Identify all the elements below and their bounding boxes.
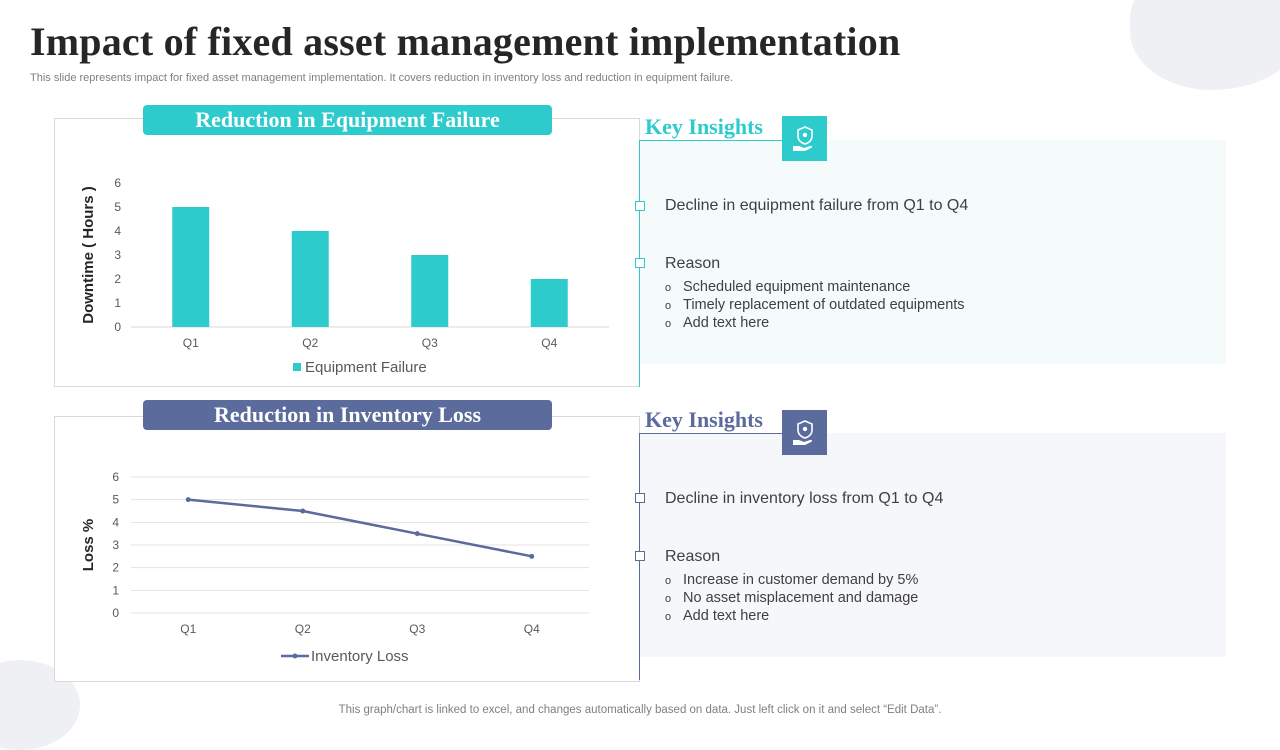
y-tick-label: 0 [114,320,121,334]
inventory-loss-chart-box[interactable]: 0 1 2 3 4 5 6 Q1 Q2 Q3 Q4 Loss % Inventory Loss [54,416,640,682]
list-item: o Increase in customer demand by 5% [665,572,919,588]
reason-list: o Scheduled equipment maintenance o Timely… [665,278,965,332]
divider [640,433,782,434]
page-title: Impact of fixed asset management impleme… [30,19,901,64]
data-point [185,497,191,503]
equipment-failure-chart-box[interactable]: 0 1 2 3 4 5 6 Q1 Q2 Q3 Q4 Downtime ( Hours ) Equipme… [54,118,640,387]
y-tick-label: 4 [114,224,121,238]
y-tick-label: 3 [114,248,121,262]
y-tick-label: 5 [112,493,119,507]
legend-marker [292,653,298,659]
list-item: o No asset misplacement and damage [665,590,919,606]
inventory-loss-line-chart[interactable]: 0 1 2 3 4 5 6 Q1 Q2 Q3 Q4 Loss % Inventory Loss [55,417,639,681]
timeline-marker [635,258,645,268]
legend-label: Inventory Loss [311,648,409,665]
y-tick-label: 5 [114,200,121,214]
y-axis-label: Loss % [80,519,97,572]
hand-holding-shield-icon [782,116,827,161]
legend-swatch [293,363,301,371]
x-tick-label: Q2 [302,336,318,350]
y-tick-label: 0 [112,606,119,620]
x-tick-label: Q3 [409,622,425,636]
data-point [529,553,535,559]
bar [172,207,210,327]
x-tick-label: Q4 [524,622,540,636]
page-subtitle: This slide represents impact for fixed a… [30,72,734,84]
y-tick-label: 1 [112,583,119,597]
x-tick-label: Q3 [422,336,438,350]
equipment-failure-bar-chart[interactable]: 0 1 2 3 4 5 6 Q1 Q2 Q3 Q4 Downtime ( Hours ) Equipme… [55,119,639,386]
timeline-marker [635,551,645,561]
key-insights-panel [640,433,1226,657]
bar [411,255,449,327]
y-axis-label: Downtime ( Hours ) [80,186,97,324]
y-tick-label: 2 [114,272,121,286]
data-point [414,531,420,537]
reason-label: Reason [665,255,721,272]
list-item: o Add text here [665,608,770,624]
inventory-loss-header: Reduction in Inventory Loss [143,400,552,430]
bar [291,231,329,327]
y-tick-label: 1 [114,296,121,310]
key-insights-label: Key Insights [645,407,763,432]
reason-list: o Increase in customer demand by 5% o No a… [665,571,918,625]
divider [640,140,782,141]
series-line [188,498,532,558]
list-item: o Scheduled equipment maintenance [665,279,911,295]
key-insights-label: Key Insights [645,114,763,139]
y-tick-label: 6 [114,176,121,190]
reason-label: Reason [665,548,721,565]
x-tick-label: Q2 [295,622,311,636]
timeline-marker [635,493,645,503]
legend-label: Equipment Failure [305,359,427,376]
timeline-marker [635,201,645,211]
insight-point: Decline in inventory loss from Q1 to Q4 [665,490,944,507]
bar [530,279,568,327]
insight-point: Decline in equipment failure from Q1 to … [665,197,969,214]
x-tick-label: Q4 [541,336,557,350]
y-tick-label: 4 [112,515,119,529]
list-item: o Timely replacement of outdated equipmen… [665,297,965,313]
x-tick-label: Q1 [183,336,199,350]
data-point [300,508,306,514]
y-tick-label: 2 [112,561,119,575]
key-insights-panel [640,140,1226,364]
footer-note: This graph/chart is linked to excel, and… [338,704,942,716]
list-item: o Add text here [665,315,770,331]
decorative-blob [1130,0,1280,90]
x-tick-label: Q1 [180,622,196,636]
y-tick-label: 3 [112,538,119,552]
equipment-failure-header: Reduction in Equipment Failure [143,105,552,135]
y-tick-label: 6 [112,470,119,484]
hand-holding-shield-icon [782,410,827,455]
